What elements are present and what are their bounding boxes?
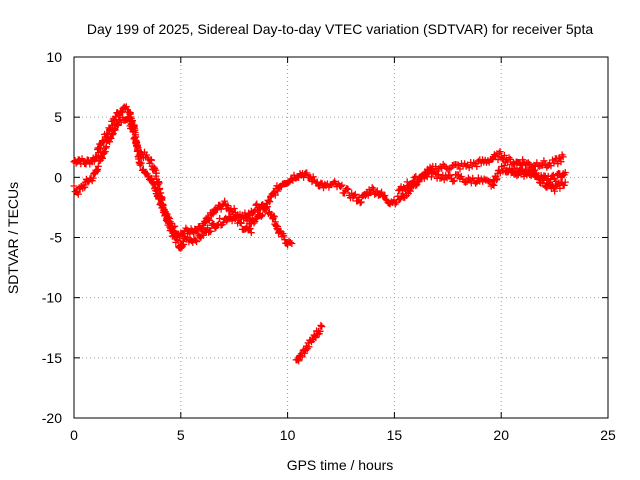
data-point-marker xyxy=(213,215,226,229)
x-tick-label: 20 xyxy=(493,427,509,443)
y-tick-label: 10 xyxy=(46,49,62,65)
data-point-marker xyxy=(279,179,292,188)
data-point-marker xyxy=(183,225,196,238)
data-point-marker xyxy=(437,171,452,184)
y-tick-label: 5 xyxy=(54,109,62,125)
y-tick-label: -10 xyxy=(42,290,62,306)
data-point-marker xyxy=(386,196,399,208)
data-point-marker xyxy=(151,166,163,189)
data-point-marker xyxy=(111,120,122,134)
data-point-marker xyxy=(247,229,255,237)
axis-ticks xyxy=(73,56,609,419)
data-point-marker xyxy=(463,174,478,187)
data-point-marker xyxy=(510,166,525,180)
data-point-marker xyxy=(247,200,261,217)
y-tick-label: 0 xyxy=(54,169,62,185)
data-point-marker xyxy=(455,160,472,173)
data-point-marker xyxy=(420,167,435,181)
data-point-marker xyxy=(155,194,169,220)
y-tick-label: -5 xyxy=(50,230,63,246)
x-tick-label: 5 xyxy=(177,427,185,443)
data-point-marker xyxy=(162,210,176,235)
data-point-marker xyxy=(480,175,495,190)
x-tick-label: 10 xyxy=(280,427,296,443)
data-point-marker xyxy=(188,235,201,246)
data-point-marker xyxy=(74,155,87,168)
data-point-marker xyxy=(493,148,504,164)
series-track-b xyxy=(70,113,255,252)
data-point-marker xyxy=(465,157,482,172)
data-point-marker xyxy=(70,157,81,167)
data-point-marker xyxy=(301,339,312,357)
y-axis-title: SDTVAR / TECUs xyxy=(5,182,21,294)
data-point-marker xyxy=(367,184,380,198)
data-point-marker xyxy=(284,237,294,249)
chart-title: Day 199 of 2025, Sidereal Day-to-day VTE… xyxy=(87,21,594,37)
data-point-marker xyxy=(181,233,194,246)
series-track-e xyxy=(502,165,569,186)
data-point-marker xyxy=(269,212,282,237)
data-point-marker xyxy=(318,323,326,331)
data-point-marker xyxy=(553,151,566,168)
x-tick-labels: 0 5 10 15 20 25 xyxy=(70,427,616,443)
data-point-marker xyxy=(254,201,267,214)
y-tick-label: -20 xyxy=(42,410,62,426)
data-point-marker xyxy=(546,181,557,193)
data-point-marker xyxy=(136,159,150,177)
series-track-f xyxy=(292,321,326,365)
data-point-marker xyxy=(476,156,493,167)
data-point-marker xyxy=(331,178,346,191)
data-point-marker xyxy=(267,185,280,201)
data-point-marker xyxy=(211,201,226,214)
data-point-marker xyxy=(348,189,363,205)
x-tick-label: 0 xyxy=(70,427,78,443)
data-point-marker xyxy=(519,156,534,169)
data-point-marker xyxy=(314,321,325,338)
data-point-marker xyxy=(412,172,427,187)
x-tick-label: 25 xyxy=(600,427,616,443)
data-point-marker xyxy=(557,170,568,181)
data-point-marker xyxy=(168,228,182,246)
data-point-marker xyxy=(108,113,120,129)
data-point-marker xyxy=(177,224,190,238)
data-point-marker xyxy=(275,227,291,247)
data-point-marker xyxy=(561,178,569,186)
data-point-marker xyxy=(561,169,569,177)
data-point-marker xyxy=(113,107,126,119)
grid-lines xyxy=(74,57,608,418)
data-point-marker xyxy=(527,166,542,182)
data-point-marker xyxy=(207,220,220,235)
data-series xyxy=(70,103,569,365)
series-track-a xyxy=(70,103,296,249)
data-point-marker xyxy=(260,196,274,213)
data-point-marker xyxy=(361,186,374,200)
data-point-marker xyxy=(487,151,500,163)
data-point-marker xyxy=(393,192,406,206)
data-point-marker xyxy=(512,158,525,169)
data-point-marker xyxy=(403,174,418,190)
data-point-marker xyxy=(247,214,261,228)
y-tick-labels: -20 -15 -10 -5 0 5 10 xyxy=(42,49,62,426)
data-point-marker xyxy=(70,182,81,196)
data-point-marker xyxy=(126,115,139,147)
data-point-marker xyxy=(241,224,254,234)
data-point-marker xyxy=(74,181,88,198)
data-point-marker xyxy=(288,240,296,248)
x-tick-label: 15 xyxy=(387,427,403,443)
y-tick-label: -15 xyxy=(42,350,62,366)
x-axis-title: GPS time / hours xyxy=(287,457,394,473)
data-point-marker xyxy=(559,153,567,161)
data-point-marker xyxy=(544,171,557,186)
data-point-marker xyxy=(395,183,410,194)
data-point-marker xyxy=(504,154,519,169)
